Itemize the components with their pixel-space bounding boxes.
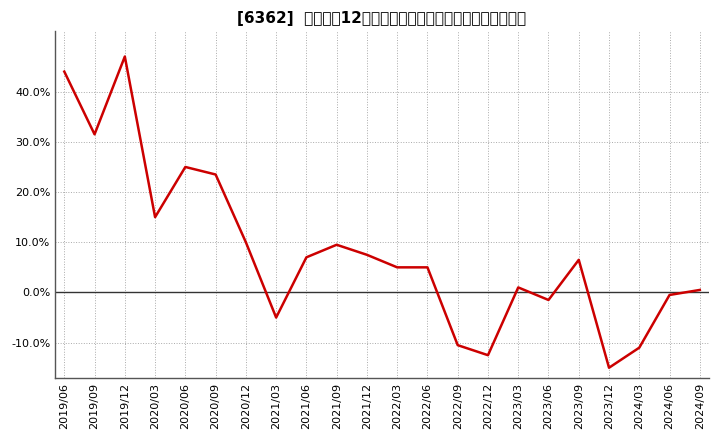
Title: [6362]  売上高の12か月移動合計の対前年同期増減率の推移: [6362] 売上高の12か月移動合計の対前年同期増減率の推移 bbox=[238, 11, 526, 26]
